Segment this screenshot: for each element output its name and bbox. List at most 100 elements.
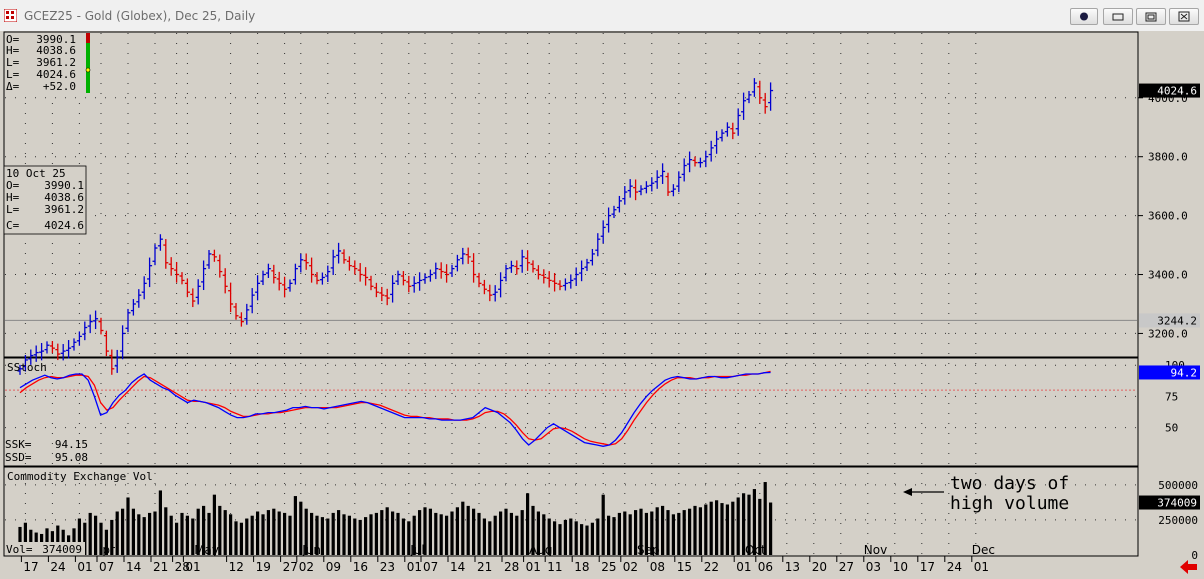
- x-tick-label: 07: [99, 560, 114, 574]
- date-readout-value: 3961.2: [44, 203, 84, 216]
- ohlc-bar: [660, 163, 666, 184]
- volume-bar: [185, 515, 189, 555]
- date-readout-date: 10 Oct 25: [6, 167, 66, 180]
- x-tick-label: 28: [175, 560, 190, 574]
- volume-bar: [148, 512, 152, 555]
- ohlc-bar: [487, 284, 493, 302]
- ohlc-bar: [17, 364, 23, 375]
- ohlc-label: Δ=: [6, 80, 20, 93]
- volume-bar: [293, 496, 297, 555]
- ohlc-bar: [616, 195, 622, 213]
- ohlc-bar: [271, 264, 277, 284]
- volume-bar: [666, 510, 670, 555]
- volume-bar: [229, 514, 233, 555]
- x-tick-label: 14: [126, 560, 141, 574]
- ohlc-bar: [379, 286, 385, 302]
- ohlc-bar: [562, 278, 568, 291]
- ohlc-bar: [395, 270, 401, 286]
- volume-bar: [385, 507, 389, 555]
- x-tick-label: 01: [974, 560, 989, 574]
- close-button[interactable]: [1169, 8, 1199, 25]
- month-label: Jun: [301, 543, 321, 557]
- volume-title: Commodity Exchange Vol: [7, 470, 153, 483]
- volume-bar: [563, 519, 567, 555]
- ohlc-bar: [341, 249, 347, 264]
- x-tick-label: 01: [77, 560, 92, 574]
- ohlc-bar: [201, 260, 207, 291]
- last-price-label-box: [1139, 83, 1200, 98]
- x-tick-label: 09: [326, 560, 341, 574]
- volume-bar: [347, 515, 351, 555]
- left-arrow-icon[interactable]: [1180, 560, 1197, 574]
- volume-tick-label: 500000: [1158, 479, 1198, 492]
- volume-bar: [439, 514, 443, 555]
- ohlc-bar: [44, 341, 50, 354]
- volume-bar: [482, 518, 486, 555]
- ohlc-bar: [60, 344, 66, 361]
- volume-bar: [704, 504, 708, 555]
- volume-bar: [693, 505, 697, 555]
- volume-bar: [590, 522, 594, 555]
- ohlc-bar: [190, 288, 196, 308]
- month-label: Aug: [529, 543, 552, 557]
- x-tick-label: 02: [299, 560, 314, 574]
- ohlc-bar: [195, 279, 201, 305]
- volume-bar: [191, 518, 195, 555]
- ohlc-bar: [314, 272, 320, 285]
- date-readout-label: H=: [6, 191, 20, 204]
- volume-tick-label: 250000: [1158, 514, 1198, 527]
- volume-bar: [531, 505, 535, 555]
- volume-bar: [121, 508, 125, 555]
- ohlc-bar: [352, 260, 358, 275]
- volume-bar: [725, 504, 729, 555]
- minimize-icon: [1112, 13, 1124, 21]
- x-tick-label: 01: [526, 560, 541, 574]
- ohlc-bar: [573, 267, 579, 287]
- volume-bar: [169, 515, 173, 555]
- volume-bar: [520, 510, 524, 555]
- range-bar-high: [86, 33, 90, 43]
- annotation-line-1: two days of: [950, 473, 1069, 494]
- ohlc-bar: [724, 122, 730, 137]
- x-tick-label: 21: [477, 560, 492, 574]
- ohlc-bar: [114, 349, 120, 373]
- price-tick-label: 3400.0: [1148, 269, 1188, 282]
- ohlc-bar: [363, 267, 369, 286]
- volume-bar: [763, 482, 767, 555]
- restore-button[interactable]: [1136, 8, 1166, 25]
- ohlc-bar: [319, 272, 325, 285]
- record-button[interactable]: [1070, 8, 1098, 25]
- ohlc-bar: [481, 279, 487, 295]
- ohlc-bar: [714, 130, 720, 154]
- volume-bar: [623, 511, 627, 555]
- x-tick-label: 14: [450, 560, 465, 574]
- volume-bar: [720, 503, 724, 555]
- ohlc-bar: [184, 278, 190, 298]
- ohlc-bar: [514, 260, 520, 275]
- month-label: Dec: [972, 543, 995, 557]
- ohlc-bar: [249, 288, 255, 314]
- ohlc-bar: [627, 179, 633, 198]
- ohlc-bar: [600, 220, 606, 244]
- minimize-button[interactable]: [1103, 8, 1133, 25]
- volume-bar: [83, 522, 87, 555]
- volume-bar: [342, 514, 346, 555]
- ohlc-bar: [228, 282, 234, 313]
- ohlc-bar: [120, 325, 126, 360]
- volume-bar: [202, 505, 206, 555]
- x-tick-label: 02: [623, 560, 638, 574]
- ohlc-bar: [130, 299, 136, 316]
- volume-bar: [277, 511, 281, 555]
- ohlc-bar: [325, 265, 331, 283]
- ohlc-bar: [433, 262, 439, 280]
- ohlc-bar: [757, 80, 763, 104]
- volume-bar: [536, 511, 540, 555]
- ohlc-bar: [465, 247, 471, 264]
- volume-bar: [158, 490, 162, 555]
- chart[interactable]: 3200.03400.03600.03800.04000.01007550500…: [0, 31, 1204, 579]
- volume-bar: [752, 489, 756, 555]
- volume-bar: [601, 494, 605, 555]
- volume-bar: [596, 518, 600, 555]
- ohlc-bar: [298, 253, 304, 273]
- ohlc-bar: [373, 282, 379, 298]
